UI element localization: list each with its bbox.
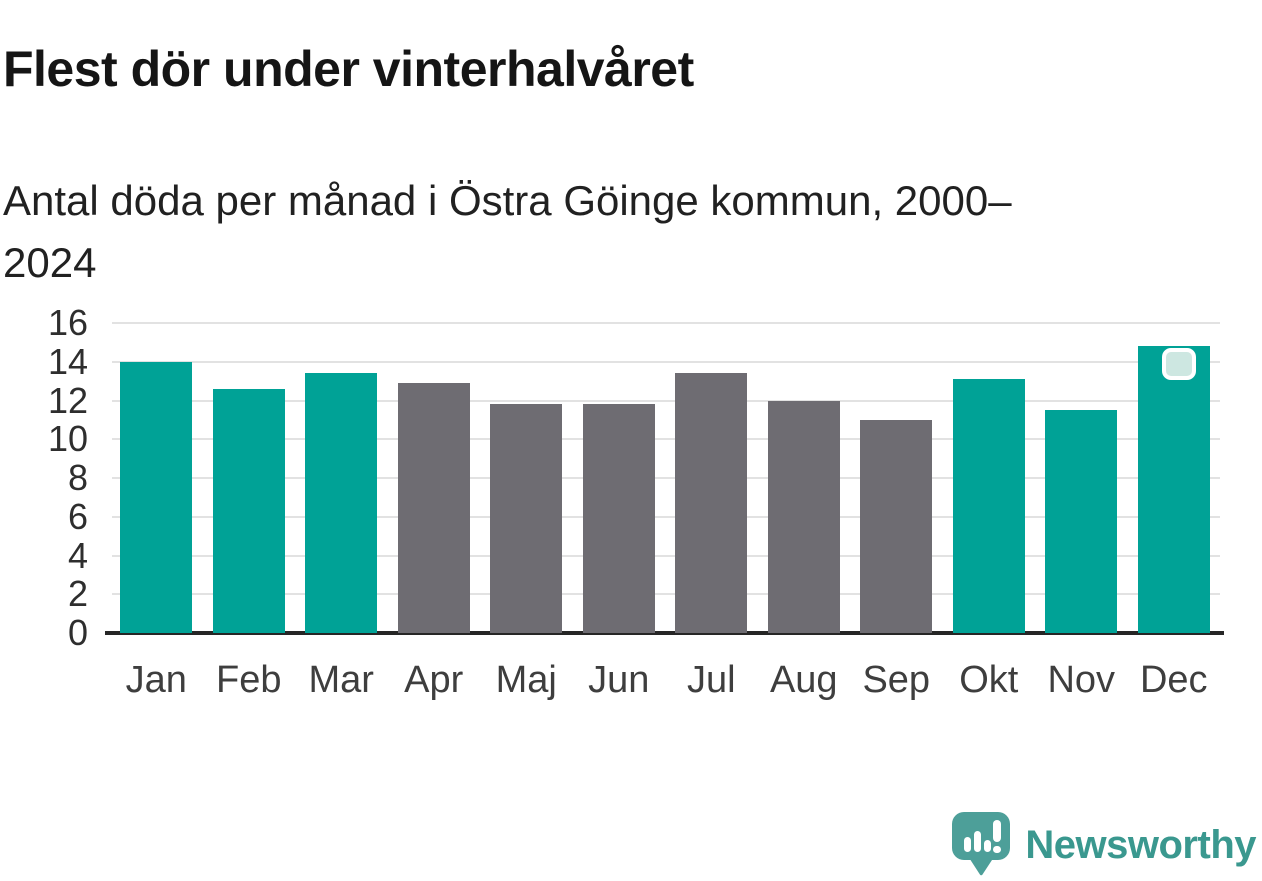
gridline: [112, 399, 1220, 402]
bar-feb: [212, 388, 285, 633]
x-axis: Jan Feb Mar Apr Maj Jun Jul Aug Sep Okt Nov Dec: [110, 656, 1220, 704]
gridline: [112, 593, 1220, 596]
bar-sep: [860, 419, 933, 633]
x-tick-label: Jan: [125, 659, 187, 701]
x-tick-label: Feb: [216, 659, 282, 701]
gridline: [112, 515, 1220, 518]
logo-text: Newsworthy: [1025, 822, 1256, 867]
x-tick-label: Jun: [588, 659, 650, 701]
bar-okt: [952, 379, 1025, 633]
logo-bubble-icon: [950, 810, 1012, 881]
bar-jul: [675, 373, 748, 633]
page-title: Flest dör under vinterhalvåret: [3, 40, 694, 97]
x-tick-label: Aug: [769, 659, 838, 701]
gridline: [112, 477, 1220, 479]
y-tick-label: 8: [67, 457, 88, 498]
bar-dec: [1137, 346, 1210, 633]
y-tick-label: 4: [67, 534, 88, 576]
gridline: [112, 554, 1220, 557]
x-tick-label: Maj: [495, 659, 557, 701]
x-tick-label: Sep: [862, 659, 931, 701]
x-tick-label: Jul: [686, 659, 736, 701]
y-tick-label: 6: [67, 495, 88, 537]
y-axis: 0 2 4 6 8 10 12 14 16: [0, 304, 88, 652]
bar-maj: [490, 404, 563, 633]
bar-jan: [120, 361, 193, 633]
bar-nov: [1045, 410, 1118, 633]
y-tick-label: 12: [47, 379, 88, 421]
x-axis-line: [105, 631, 1224, 635]
y-tick-label: 10: [47, 418, 88, 460]
gridline: [112, 322, 1220, 324]
y-tick-label: 2: [67, 573, 88, 615]
y-tick-label: 14: [47, 340, 88, 382]
bar-apr: [397, 383, 470, 633]
x-tick-label: Okt: [959, 659, 1019, 701]
x-tick-label: Apr: [404, 659, 464, 701]
x-tick-label: Dec: [1139, 659, 1208, 701]
highlight-marker: [1161, 348, 1196, 381]
bar-jun: [582, 404, 655, 633]
plot-area: [105, 322, 1224, 635]
newsworthy-logo[interactable]: Newsworthy: [950, 810, 1256, 881]
chart-subtitle: Antal döda per månad i Östra Göinge komm…: [3, 177, 1012, 286]
gridline: [112, 438, 1220, 441]
y-tick-label: 0: [67, 612, 88, 653]
gridline: [112, 360, 1220, 363]
x-tick-label: Mar: [308, 659, 374, 701]
bar-aug: [767, 400, 840, 633]
bar-mar: [305, 373, 378, 633]
x-tick-label: Nov: [1047, 659, 1116, 701]
y-tick-label: 16: [47, 302, 88, 343]
